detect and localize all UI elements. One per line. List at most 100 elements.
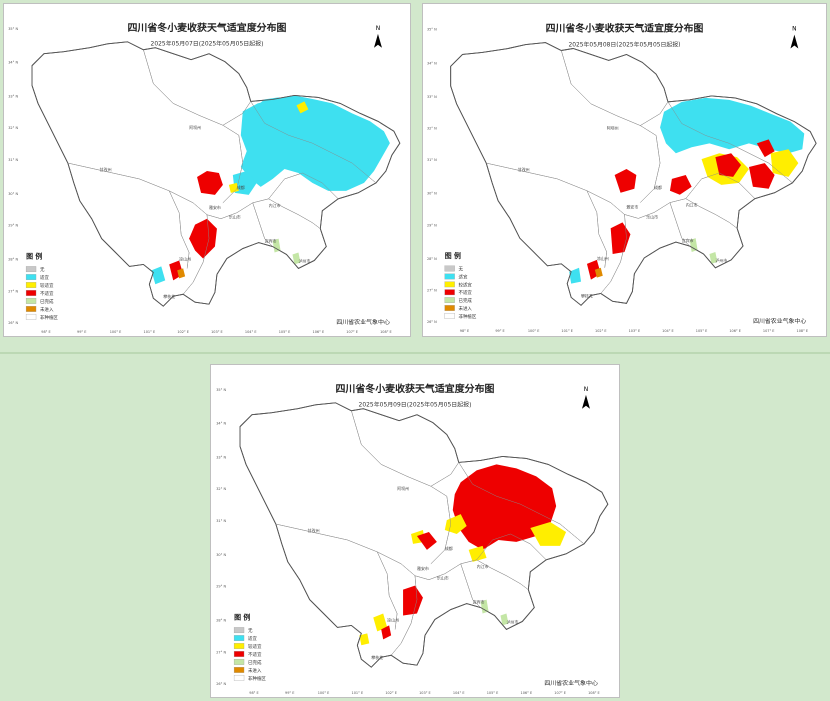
lon-tick-label: 107° E <box>346 330 358 334</box>
city-label-aba: 阿坝州 <box>607 126 619 131</box>
prefecture-boundary-overlay <box>169 190 190 269</box>
map-title: 四川省冬小麦收获天气适宜度分布图 <box>127 21 286 34</box>
legend-label: 已完成 <box>40 298 54 305</box>
prefecture-boundary-overlay <box>192 198 283 219</box>
lat-tick-label: 30° N <box>216 553 226 557</box>
credit-text: 四川省农业气象中心 <box>336 318 390 326</box>
legend-label: 无 <box>40 267 45 273</box>
legend-title: 图 例 <box>26 251 42 260</box>
legend-swatch <box>25 298 37 304</box>
zone-suitable-north-patch <box>254 97 285 118</box>
city-label-luzhou: 泸州市 <box>506 619 518 624</box>
prefecture-boundary-overlay <box>490 567 529 590</box>
zone-fair-central <box>468 545 487 562</box>
legend-swatch <box>25 266 37 273</box>
lon-tick-label: 104° E <box>245 330 257 334</box>
city-label-liangshan: 凉山州 <box>597 256 609 261</box>
legend-label: 不适宜 <box>248 651 262 658</box>
zone-fair-southwest <box>359 633 370 646</box>
legend-swatch <box>233 674 245 681</box>
lon-tick-label: 100° E <box>318 691 330 695</box>
zone-unsuitable-far-east <box>748 163 775 189</box>
map-svg-0509: 四川省冬小麦收获天气适宜度分布图 2025年05月09日(2025年05月05日… <box>216 382 609 695</box>
lat-tick-label: 30° N <box>8 192 18 196</box>
lat-tick-label: 31° N <box>8 158 18 162</box>
prefecture-boundary-overlay <box>268 172 339 199</box>
prefecture-boundary-overlay <box>390 575 418 656</box>
prefecture-boundary-overlay <box>351 410 447 497</box>
legend-swatch <box>233 659 245 665</box>
city-label-liangshan: 凉山州 <box>179 256 191 261</box>
lon-tick-label: 99° E <box>285 691 294 695</box>
legend-label: 已完成 <box>459 297 473 304</box>
prefecture-boundary-overlay <box>486 162 611 203</box>
lon-tick-label: 101° E <box>561 329 573 333</box>
city-label-luzhou: 泸州市 <box>715 258 727 263</box>
lat-tick-label: 31° N <box>216 519 226 523</box>
north-arrow-shape <box>790 34 799 49</box>
lon-tick-label: 102° E <box>595 329 607 333</box>
prefecture-boundary-overlay <box>476 533 547 560</box>
zone-unsuitable-east <box>715 153 742 177</box>
zone-notyet-south <box>594 267 603 278</box>
lat-tick-label: 28° N <box>8 257 18 261</box>
separator <box>0 352 830 354</box>
legend-swatch <box>444 289 455 296</box>
city-label-yibin: 宜宾市 <box>265 239 277 244</box>
city-label-neijiang: 内江市 <box>477 564 489 569</box>
north-arrow-icon: N <box>581 386 590 409</box>
lat-tick-label: 29° N <box>8 224 18 228</box>
north-label: N <box>792 27 796 33</box>
north-arrow-shape <box>581 394 590 409</box>
city-label-aba: 阿坝州 <box>189 125 201 130</box>
prefecture-boundary-overlay <box>430 496 452 564</box>
legend-title: 图 例 <box>445 251 461 260</box>
zone-notyet-south <box>177 268 186 279</box>
zone-unsuitable-northeast <box>452 464 557 550</box>
city-label-ganzi: 甘孜州 <box>308 528 320 533</box>
lon-tick-label: 106° E <box>521 691 533 695</box>
lat-tick-label: 26° N <box>216 682 226 686</box>
legend-label: 未进入 <box>40 306 54 313</box>
prefecture-boundary-overlay <box>282 206 321 229</box>
legend-swatch <box>25 274 37 280</box>
city-label-ganzi: 甘孜州 <box>100 167 112 172</box>
prefecture-boundary-overlay <box>67 162 194 204</box>
lon-tick-label: 101° E <box>352 691 364 695</box>
lon-tick-label: 103° E <box>629 329 641 333</box>
prefecture-boundary-overlay <box>586 190 607 268</box>
legend-label: 适宜 <box>459 273 468 280</box>
legend-swatch <box>233 643 245 649</box>
zone-done-patch <box>480 599 489 614</box>
city-label-chengdu: 成都 <box>654 185 662 190</box>
prefecture-boundary-overlay <box>640 135 661 203</box>
province-boundary-overlay <box>31 41 401 307</box>
lat-tick-label: 33° N <box>216 455 226 459</box>
lat-tick-label: 32° N <box>427 127 437 131</box>
zone-suitable-northeast <box>660 97 805 154</box>
north-label: N <box>584 386 588 393</box>
prefecture-boundary-overlay <box>430 462 459 487</box>
lat-tick-label: 34° N <box>427 61 437 65</box>
graticule-labels: 35° N 34° N 33° N 32° N 31° N 30° N 29° N 28° N… <box>8 27 392 334</box>
legend-label: 非种植区 <box>248 675 266 682</box>
legend-label: 无 <box>459 267 464 273</box>
city-label-yibin: 宜宾市 <box>682 238 694 243</box>
legend-label: 已完成 <box>248 659 262 666</box>
lon-tick-label: 99° E <box>495 329 504 333</box>
zone-suitable-southwest <box>151 266 166 285</box>
city-label-yaan: 雅安市 <box>417 566 429 571</box>
prefecture-boundary-overlay <box>600 214 627 294</box>
city-label-luzhou: 泸州市 <box>298 258 310 263</box>
prefecture-boundary-overlay <box>252 202 273 247</box>
city-label-leshan: 乐山市 <box>229 215 241 220</box>
prefecture-boundary-overlay <box>143 49 239 136</box>
legend-label: 较适宜 <box>459 281 473 288</box>
lon-tick-label: 108° E <box>380 330 392 334</box>
prefecture-boundary-overlay <box>458 462 585 545</box>
lon-tick-label: 104° E <box>662 329 674 333</box>
zone-unsuitable-yaan <box>614 169 637 193</box>
map-title: 四川省冬小麦收获天气适宜度分布图 <box>546 22 704 35</box>
